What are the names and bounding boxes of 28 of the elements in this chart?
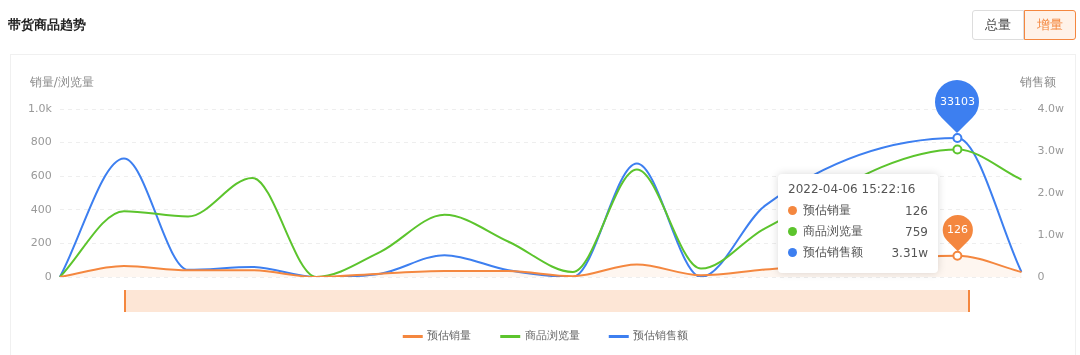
y2-tick-label: 4.0w xyxy=(1037,101,1065,115)
annotation: 3.31w xyxy=(891,245,928,260)
y-axis-title: 销量/浏览量 xyxy=(28,75,94,90)
text: 预估销量 xyxy=(427,329,472,343)
y-tick-label: 200 xyxy=(30,236,52,250)
legend-label: 商品浏览量 xyxy=(803,223,864,240)
y2-tick-label: 3.0w xyxy=(1037,143,1065,157)
text: 预估销售额 xyxy=(633,329,689,343)
y2-tick-label: 1.0w xyxy=(1037,227,1065,241)
y-tick-label: 600 xyxy=(30,169,52,183)
y-tick-label: 800 xyxy=(30,135,52,149)
y-tick-label: 400 xyxy=(30,202,52,216)
y2-tick-label: 0 xyxy=(1037,269,1045,283)
data-label: 126 xyxy=(945,223,969,238)
chart-title: 带货商品趋势 xyxy=(8,16,86,34)
y2-tick-label: 2.0w xyxy=(1037,185,1065,199)
annotation: 2022-04-06 15:22:16 xyxy=(788,182,917,196)
y2-axis-title: 销售额 xyxy=(1018,75,1056,90)
text: 增量 xyxy=(1024,10,1076,40)
annotation: 759 xyxy=(905,224,928,239)
text: 总量 xyxy=(972,10,1024,40)
text: 33103 xyxy=(938,95,976,110)
legend-label: 预估销售额 xyxy=(803,244,864,261)
annotation: 126 xyxy=(905,203,928,218)
legend-label: 预估销量 xyxy=(803,202,852,219)
y-tick-label: 1.0k xyxy=(27,101,53,115)
text: 商品浏览量 xyxy=(524,329,580,343)
y-tick-label: 0 xyxy=(44,269,52,283)
